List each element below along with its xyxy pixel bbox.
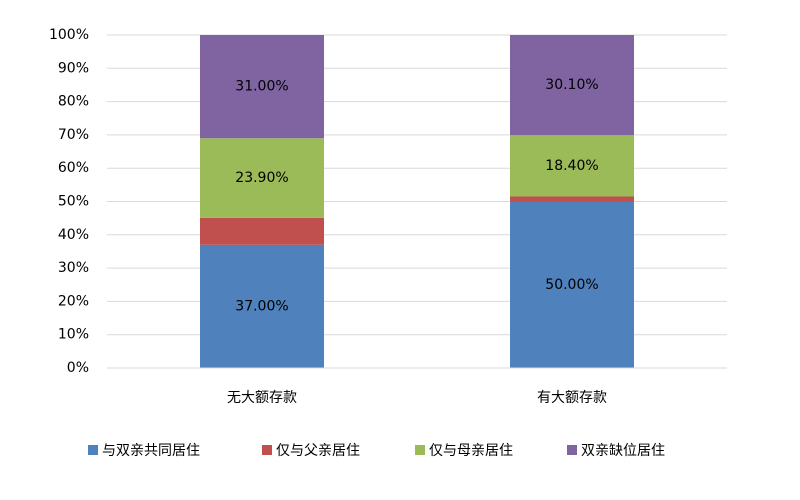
y-tick-label: 80%: [58, 94, 89, 110]
y-tick-label: 10%: [58, 327, 89, 343]
legend-swatch: [567, 445, 577, 455]
legend-label: 双亲缺位居住: [581, 443, 665, 459]
legend-label: 与双亲共同居住: [102, 443, 200, 459]
bar-segment: [200, 35, 324, 139]
x-tick-label: 无大额存款: [227, 390, 297, 406]
y-tick-label: 40%: [58, 227, 89, 243]
bar-segment: [200, 217, 324, 245]
y-tick-label: 60%: [58, 160, 89, 176]
y-tick-label: 90%: [58, 60, 89, 76]
legend-label: 仅与父亲居住: [276, 443, 360, 459]
bar-segment: [200, 244, 324, 368]
y-tick-label: 0%: [67, 360, 89, 376]
data-label: 23.90%: [235, 170, 288, 186]
data-label: 30.10%: [545, 77, 598, 93]
bar-segment: [510, 201, 634, 368]
data-label: 31.00%: [235, 79, 288, 95]
data-label: 37.00%: [235, 298, 288, 314]
bar-segment: [510, 35, 634, 136]
legend-label: 仅与母亲居住: [429, 443, 513, 459]
bar-segment: [510, 196, 634, 202]
x-tick-label: 有大额存款: [537, 390, 607, 406]
y-tick-label: 70%: [58, 127, 89, 143]
data-label: 18.40%: [545, 158, 598, 174]
y-tick-label: 30%: [58, 260, 89, 276]
legend-swatch: [262, 445, 272, 455]
data-label: 50.00%: [545, 277, 598, 293]
y-tick-label: 50%: [58, 194, 89, 210]
legend-swatch: [415, 445, 425, 455]
y-tick-label: 20%: [58, 293, 89, 309]
bar-segment: [510, 135, 634, 197]
y-tick-label: 100%: [49, 27, 89, 43]
bar-segment: [200, 138, 324, 218]
legend-swatch: [88, 445, 98, 455]
